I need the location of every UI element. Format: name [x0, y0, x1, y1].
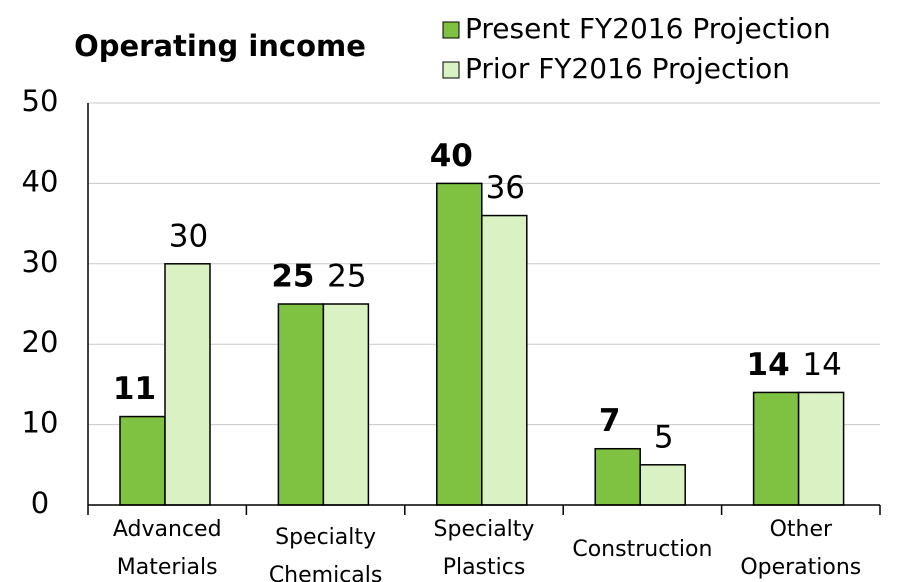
- y-tick-label: 0: [31, 486, 49, 520]
- x-tick-label: Specialty Chemicals: [269, 525, 383, 582]
- data-label: 11: [113, 371, 156, 407]
- bar: [322, 303, 370, 506]
- bar: [119, 415, 166, 506]
- legend-swatch: [442, 61, 460, 79]
- data-label: 25: [271, 259, 314, 295]
- bar: [639, 464, 686, 506]
- y-tick-label: 20: [22, 325, 59, 359]
- bar: [594, 447, 641, 506]
- bar: [277, 303, 325, 506]
- legend-label: Present FY2016 Projection: [465, 12, 831, 45]
- y-tick-label: 10: [22, 406, 59, 440]
- y-tick-label: 50: [22, 84, 59, 118]
- data-label: 14: [747, 347, 790, 383]
- data-label: 25: [327, 259, 366, 295]
- bar: [164, 263, 211, 506]
- data-label: 7: [599, 403, 621, 439]
- data-label: 36: [486, 170, 525, 206]
- data-label: 5: [654, 419, 674, 455]
- data-label: 14: [802, 347, 841, 383]
- legend-label: Prior FY2016 Projection: [465, 52, 790, 85]
- x-tick-label: Advanced Materials: [113, 517, 222, 580]
- data-label: 30: [169, 218, 208, 254]
- bar: [436, 182, 483, 506]
- bar: [797, 391, 845, 506]
- x-tick-label: Specialty Plastics: [434, 517, 535, 580]
- data-label: 40: [430, 138, 473, 174]
- chart-title: Operating income: [74, 29, 366, 63]
- bar: [752, 391, 800, 506]
- x-tick-label: Other Operations: [740, 517, 861, 580]
- y-tick-label: 40: [22, 164, 59, 198]
- legend-swatch: [442, 21, 460, 39]
- x-tick-label: Construction: [572, 537, 712, 562]
- y-tick-label: 30: [22, 245, 59, 279]
- bar: [481, 214, 528, 506]
